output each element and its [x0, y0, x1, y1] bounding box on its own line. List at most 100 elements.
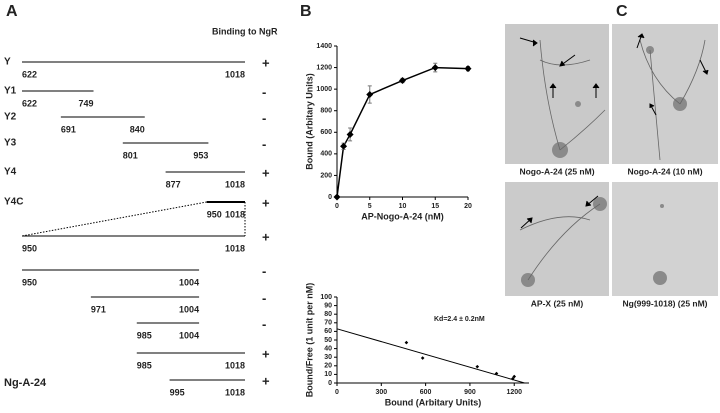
- arrows: [519, 33, 709, 229]
- end-label: 1018: [225, 360, 245, 370]
- x-tick-label: 5: [368, 203, 372, 210]
- data-point: [333, 193, 341, 201]
- end-label: 953: [193, 150, 208, 160]
- binding-sign: +: [262, 55, 270, 70]
- y-tick-label: 1000: [316, 86, 332, 93]
- start-label: 950: [207, 209, 222, 219]
- data-point: [366, 91, 374, 99]
- binding-sign: -: [262, 290, 266, 305]
- y-tick-label: 100: [320, 294, 332, 301]
- y-tick-label: 1200: [316, 64, 332, 71]
- panel-label: C: [616, 3, 628, 20]
- x-axis-label: AP-Nogo-A-24 (nM): [361, 211, 444, 221]
- y-tick-label: 60: [324, 328, 332, 335]
- y-axis-label: Bound/Free (1 unit per nM): [304, 283, 314, 398]
- y-tick-label: 70: [324, 320, 332, 327]
- start-label: 971: [91, 304, 106, 314]
- end-label: 1018: [225, 69, 245, 79]
- y-tick-label: 90: [324, 302, 332, 309]
- construct-name: Y4C: [4, 197, 23, 208]
- y-tick-label: 1400: [316, 43, 332, 50]
- image-caption: AP-X (25 nM): [531, 298, 584, 308]
- start-label: 622: [22, 98, 37, 108]
- image: [612, 24, 718, 164]
- end-label: 1018: [225, 209, 245, 219]
- start-label: 985: [137, 360, 152, 370]
- binding-sign: +: [262, 165, 270, 180]
- start-label: 995: [170, 387, 185, 397]
- column-header: Binding to NgR: [212, 26, 278, 36]
- y-tick-label: 30: [324, 354, 332, 361]
- y-tick-label: 0: [328, 194, 332, 201]
- x-tick-label: 900: [464, 389, 476, 396]
- panel-label: B: [300, 3, 312, 20]
- binding-sign: +: [262, 373, 270, 388]
- data-point: [475, 364, 480, 369]
- end-label: 1018: [225, 179, 245, 189]
- data-point: [431, 64, 439, 72]
- panel-label: A: [6, 3, 18, 20]
- binding-sign: -: [262, 316, 266, 331]
- x-tick-label: 0: [335, 389, 339, 396]
- data-point: [346, 130, 354, 138]
- end-label: 1004: [179, 304, 199, 314]
- end-label: 1018: [225, 387, 245, 397]
- y-tick-label: 10: [324, 371, 332, 378]
- x-tick-label: 10: [399, 203, 407, 210]
- start-label: 691: [61, 124, 76, 134]
- binding-sign: -: [262, 110, 266, 125]
- construct-name: Y4: [4, 167, 17, 178]
- fit-line: [336, 328, 525, 384]
- data-point: [340, 142, 348, 150]
- y-tick-label: 20: [324, 363, 332, 370]
- image: [505, 182, 609, 296]
- x-tick-label: 600: [420, 389, 432, 396]
- start-label: 950: [22, 243, 37, 253]
- construct-name: Y1: [4, 86, 17, 97]
- x-tick-label: 1200: [506, 389, 522, 396]
- image-caption: Nogo-A-24 (25 nM): [519, 166, 594, 176]
- start-label: 950: [22, 277, 37, 287]
- x-tick-label: 15: [431, 203, 439, 210]
- micrographs: [505, 24, 718, 296]
- end-label: 840: [130, 124, 145, 134]
- data-point: [464, 65, 472, 73]
- start-label: 801: [123, 150, 138, 160]
- binding-sign: -: [262, 136, 266, 151]
- y-tick-label: 200: [320, 172, 332, 179]
- zoom-guide: [21, 201, 207, 237]
- construct-name: Y: [4, 57, 11, 68]
- y-tick-label: 800: [320, 108, 332, 115]
- annotation: Kd=2.4 ± 0.2nM: [434, 316, 485, 323]
- binding-sign: -: [262, 84, 266, 99]
- binding-sign: +: [262, 346, 270, 361]
- y-tick-label: 0: [328, 380, 332, 387]
- y-tick-label: 600: [320, 129, 332, 136]
- end-label: 749: [78, 98, 93, 108]
- end-label: 1004: [179, 277, 199, 287]
- end-label: 1018: [225, 243, 245, 253]
- data-point: [404, 340, 409, 345]
- construct-name: Y2: [4, 112, 17, 123]
- construct-name: Ng-A-24: [4, 377, 47, 389]
- x-tick-label: 20: [464, 203, 472, 210]
- start-label: 985: [137, 330, 152, 340]
- start-label: 877: [166, 179, 181, 189]
- y-axis-label: Bound (Arbitary Units): [304, 73, 314, 170]
- y-tick-label: 400: [320, 151, 332, 158]
- image-caption: Ng(999-1018) (25 nM): [622, 298, 707, 308]
- start-label: 622: [22, 69, 37, 79]
- image-caption: Nogo-A-24 (10 nM): [627, 166, 702, 176]
- binding-sign: -: [262, 263, 266, 278]
- x-tick-label: 0: [335, 203, 339, 210]
- y-tick-label: 40: [324, 345, 332, 352]
- y-tick-label: 50: [324, 337, 332, 344]
- binding-sign: +: [262, 229, 270, 244]
- data-point: [420, 356, 425, 360]
- construct-name: Y3: [4, 138, 17, 149]
- x-axis-label: Bound (Arbitary Units): [385, 397, 482, 407]
- end-label: 1004: [179, 330, 199, 340]
- y-tick-label: 80: [324, 311, 332, 318]
- data-line: [336, 66, 469, 198]
